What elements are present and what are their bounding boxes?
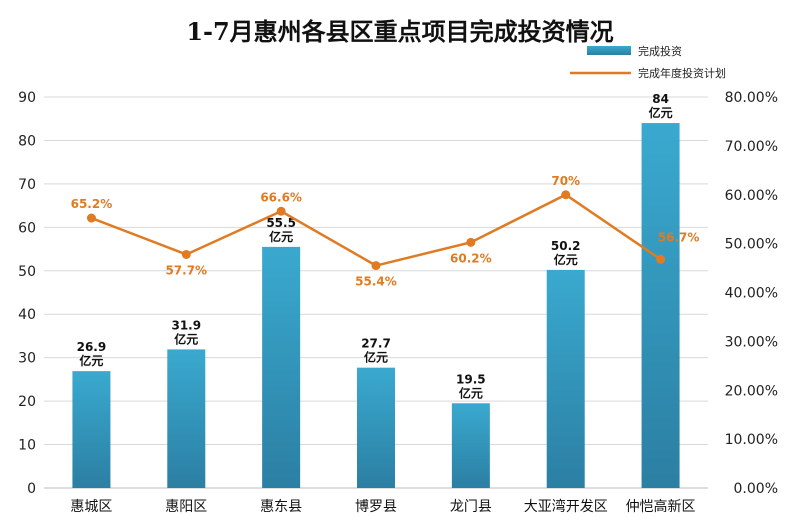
- y-left-tick-label: 80: [18, 133, 36, 149]
- bar: [167, 349, 206, 488]
- line-value-label: 56.7%: [658, 230, 700, 244]
- y-right-tick-label: 0.00%: [734, 481, 778, 497]
- bar: [357, 367, 395, 488]
- line-value-label: 60.2%: [450, 251, 492, 265]
- y-right-tick-label: 30.00%: [725, 334, 778, 350]
- bar-value-label: 84: [652, 92, 669, 106]
- bar-unit-label: 亿元: [79, 353, 103, 368]
- y-right-tick-label: 50.00%: [725, 237, 778, 253]
- legend-bar-swatch: [587, 46, 631, 55]
- bar: [262, 246, 301, 488]
- line-series: 65.2% 57.7% 66.6% 55.4% 60.2% 70% 56.7%: [71, 174, 700, 289]
- bar-unit-label: 亿元: [174, 331, 198, 346]
- legend-line-label: 完成年度投资计划: [638, 66, 726, 80]
- x-category-label: 大亚湾开发区: [524, 498, 608, 515]
- bar: [546, 269, 585, 488]
- chart-title: 1-7月惠州各县区重点项目完成投资情况: [186, 17, 613, 46]
- bar-unit-label: 亿元: [649, 105, 673, 120]
- bar-value-label: 26.9: [77, 340, 107, 354]
- line-point: [466, 237, 476, 247]
- y-left-tick-label: 70: [18, 177, 36, 193]
- y-left-tick-label: 20: [18, 394, 36, 410]
- x-category-label: 博罗县: [355, 498, 397, 515]
- y-left-tick-label: 90: [18, 90, 36, 106]
- y-right-tick-label: 40.00%: [725, 286, 778, 302]
- line-value-label: 65.2%: [71, 197, 113, 211]
- line-point: [656, 254, 666, 264]
- line-value-label: 66.6%: [260, 190, 302, 204]
- line-value-label: 55.4%: [355, 275, 397, 289]
- bar-value-label: 55.5: [266, 216, 296, 230]
- grid: [44, 96, 708, 489]
- x-category-label: 惠东县: [260, 499, 302, 515]
- line-point: [371, 261, 381, 271]
- bar: [72, 371, 111, 488]
- line-value-label: 70%: [551, 174, 580, 188]
- bar: [451, 403, 490, 488]
- y-right-tick-label: 60.00%: [725, 188, 778, 204]
- x-category-label: 惠城区: [70, 499, 112, 515]
- bar-value-label: 27.7: [361, 337, 391, 351]
- y-left-tick-label: 30: [18, 351, 36, 367]
- y-right-tick-label: 20.00%: [725, 383, 778, 399]
- legend: 完成投资 完成年度投资计划: [570, 44, 726, 80]
- x-category-label: 龙门县: [450, 499, 492, 515]
- y-left-tick-label: 10: [18, 438, 36, 454]
- x-category-label: 仲恺高新区: [626, 498, 696, 515]
- bar-value-label: 19.5: [456, 372, 486, 386]
- bar-unit-label: 亿元: [269, 229, 293, 244]
- y-left-tick-label: 50: [18, 264, 36, 280]
- y-right-tick-label: 70.00%: [725, 139, 778, 155]
- line-point: [276, 206, 286, 216]
- line-point: [561, 190, 571, 200]
- bar-value-label: 31.9: [171, 318, 201, 332]
- line-point: [86, 213, 96, 223]
- bar-unit-label: 亿元: [364, 350, 388, 365]
- x-category-label: 惠阳区: [165, 499, 207, 515]
- y-left-tick-label: 40: [18, 307, 36, 323]
- axes: 0 10 20 30 40 50 60 70 80 90 0.00% 10.00% 20.00% 30.0…: [18, 90, 778, 515]
- bar-unit-label: 亿元: [459, 385, 483, 400]
- bar: [641, 123, 680, 489]
- bar-value-label: 50.2: [551, 239, 581, 253]
- bar-unit-label: 亿元: [554, 252, 578, 267]
- y-right-tick-label: 80.00%: [725, 90, 778, 106]
- y-left-tick-label: 60: [18, 220, 36, 236]
- line-point: [181, 249, 191, 259]
- legend-bar-label: 完成投资: [638, 44, 682, 58]
- y-right-tick-label: 10.00%: [725, 432, 778, 448]
- y-left-tick-label: 0: [27, 481, 36, 497]
- line-value-label: 57.7%: [165, 263, 207, 277]
